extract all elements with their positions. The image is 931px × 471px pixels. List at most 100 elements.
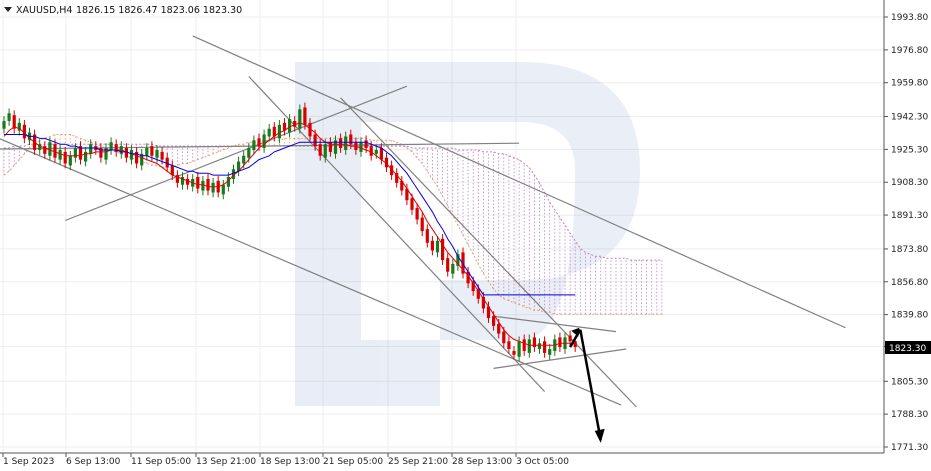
price-axis[interactable]: 1993.80 1976.80 1959.80 1942.30 1925.30 1908.…	[884, 13, 928, 453]
candle-body	[211, 182, 215, 193]
candle-body	[242, 155, 246, 164]
candle-body	[68, 155, 72, 166]
trendline	[192, 35, 846, 329]
ohlc-values: 1826.15 1826.47 1823.06 1823.30	[76, 5, 242, 16]
candle-body	[344, 136, 348, 150]
candle-body	[430, 240, 434, 251]
candle-body	[196, 177, 200, 189]
candle-body	[537, 343, 542, 350]
current-price-label: 1823.30	[889, 344, 926, 354]
current-price-box	[885, 341, 931, 354]
candle-body	[53, 144, 57, 158]
trendline	[0, 138, 622, 406]
candle-body	[425, 229, 429, 243]
candle-body	[303, 107, 307, 125]
time-axis[interactable]: 1 Sep 2023 6 Sep 13:00 11 Sep 05:00 13 Sep …	[2, 453, 569, 467]
candle-body	[124, 148, 128, 158]
time-tick-label: 1 Sep 2023	[3, 457, 54, 467]
senkou-span-a	[3, 134, 662, 315]
candle-body	[517, 341, 521, 357]
price-tick-label: 1942.30	[891, 113, 928, 123]
candle-body	[441, 238, 445, 261]
candle-body	[129, 149, 134, 160]
candle-body	[568, 335, 572, 342]
candle-body	[145, 148, 149, 156]
candle-body	[384, 157, 389, 168]
kijun-sen-line	[4, 134, 576, 296]
candle-body	[374, 149, 378, 154]
price-tick-label: 1839.80	[891, 311, 928, 321]
candle-body	[288, 119, 292, 133]
candle-body	[323, 144, 327, 158]
candle-body	[170, 165, 174, 176]
candle-body	[48, 142, 52, 156]
candle-body	[415, 207, 419, 220]
trendlines	[0, 35, 846, 408]
forecast-arrows	[569, 327, 605, 443]
arrow-down-line	[579, 329, 602, 441]
candle-body	[99, 148, 103, 158]
senkou-span-b	[4, 143, 662, 261]
candle-body	[435, 240, 440, 253]
candle-body	[247, 148, 251, 158]
candle-body	[160, 151, 164, 160]
candle-body	[333, 140, 338, 154]
candle-body	[155, 149, 159, 158]
symbol-label: XAUUSD,H4	[16, 5, 72, 16]
candle-body	[12, 115, 16, 129]
candle-body	[369, 146, 373, 156]
candle-body	[507, 341, 511, 350]
candle-body	[532, 337, 536, 348]
trendline	[248, 76, 546, 392]
dropdown-triangle-icon[interactable]	[4, 7, 12, 12]
candle-body	[476, 289, 480, 299]
candle-body	[512, 350, 516, 355]
candle-body	[231, 169, 236, 179]
price-tick-label: 1805.30	[891, 377, 928, 387]
candle-body	[226, 177, 230, 187]
candle-body	[38, 144, 42, 150]
time-tick-label: 3 Oct 05:00	[516, 457, 569, 467]
candle-body	[206, 178, 210, 191]
candle-body	[282, 122, 287, 131]
trendline	[64, 85, 408, 222]
price-tick-label: 1891.30	[891, 211, 928, 221]
candle-body	[135, 151, 139, 164]
candle-body	[502, 331, 506, 344]
arrow-up-head	[571, 327, 580, 337]
candle-body	[58, 149, 62, 160]
candle-body	[339, 138, 343, 149]
candle-body	[89, 144, 93, 154]
candle-body	[364, 140, 368, 149]
indicator-lines	[3, 122, 576, 346]
candle-body	[481, 296, 485, 309]
candle-body	[328, 142, 332, 152]
trendline	[493, 348, 627, 369]
candle-body	[308, 122, 312, 137]
candle-body	[390, 165, 394, 176]
candle-body	[313, 134, 317, 147]
candle-body	[298, 109, 302, 129]
candle-body	[262, 134, 266, 149]
candle-body	[186, 178, 190, 185]
candle-body	[221, 184, 225, 195]
price-tick-label: 1993.80	[891, 13, 928, 23]
time-tick-label: 18 Sep 13:00	[260, 457, 320, 467]
candle-body	[461, 252, 465, 274]
candle-body	[492, 316, 496, 326]
price-tick-label: 1925.30	[891, 145, 928, 155]
price-tick-label: 1771.30	[891, 443, 928, 453]
candle-body	[267, 128, 271, 137]
time-tick-label: 28 Sep 13:00	[452, 457, 512, 467]
candle-body	[548, 349, 552, 355]
candle-body	[522, 339, 526, 351]
candle-body	[527, 339, 531, 353]
time-tick-label: 21 Sep 05:00	[323, 457, 383, 467]
chart-header: XAUUSD,H4 1826.15 1826.47 1823.06 1823.3…	[4, 5, 242, 16]
candle-body	[395, 173, 399, 183]
candle-body	[104, 148, 108, 160]
candle-body	[2, 120, 6, 129]
candle-body	[359, 142, 363, 152]
price-tick-label: 1959.80	[891, 79, 928, 89]
